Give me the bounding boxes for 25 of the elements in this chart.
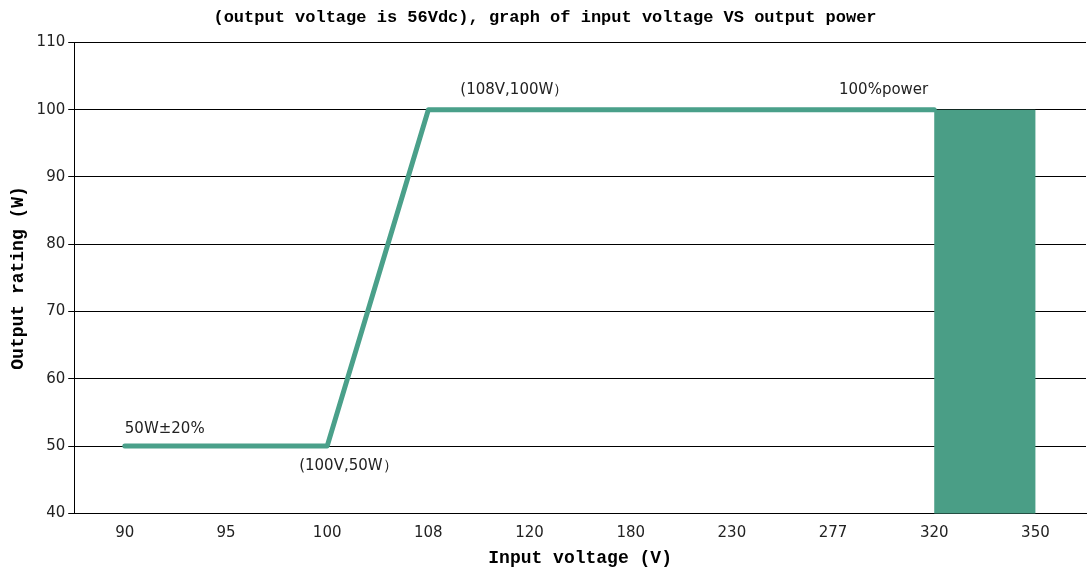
x-tick-label: 90 — [115, 523, 135, 542]
x-tick-label: 230 — [717, 523, 747, 542]
x-tick-label: 350 — [1021, 523, 1050, 542]
x-tick-label: 120 — [515, 523, 544, 542]
annotation: (100V,50W） — [299, 455, 398, 474]
annotation: 50W±20% — [124, 418, 205, 437]
x-tick-label: 108 — [414, 523, 443, 542]
y-tick-label: 100 — [36, 99, 66, 118]
x-tick-label: 320 — [919, 523, 949, 542]
annotation: (108V,100W） — [460, 80, 569, 99]
annotation: 100%power — [839, 80, 930, 99]
y-axis-title: Output rating (W) — [8, 186, 29, 370]
y-tick-label: 110 — [36, 32, 66, 51]
y-tick-label: 70 — [46, 301, 66, 320]
y-tick-label: 60 — [46, 368, 66, 387]
y-tick-label: 90 — [46, 166, 66, 185]
y-tick-label: 50 — [46, 436, 66, 454]
y-tick-label: 40 — [46, 503, 66, 522]
x-tick-label: 95 — [216, 523, 236, 542]
x-tick-label: 180 — [616, 523, 646, 542]
chart-title: (output voltage is 56Vdc), graph of input voltage VS output power — [213, 8, 877, 28]
x-tick-label: 277 — [818, 523, 848, 542]
y-tick-label: 80 — [46, 234, 66, 253]
x-tick-label: 100 — [312, 523, 342, 542]
x-axis-title: Input voltage (V) — [488, 547, 672, 568]
